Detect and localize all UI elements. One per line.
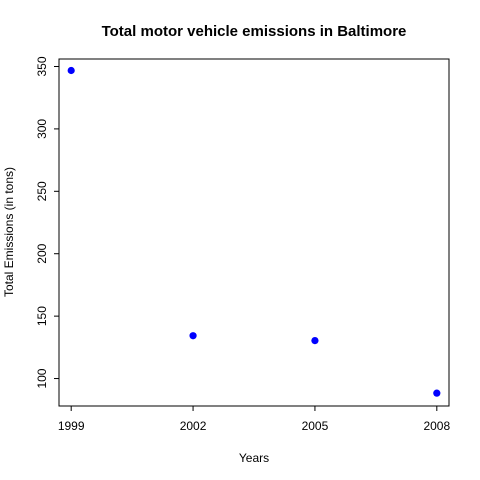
- data-point: [311, 336, 319, 345]
- x-tick-label: 2002: [180, 419, 207, 433]
- plot-frame: [58, 58, 450, 407]
- y-tick-label: 250: [35, 181, 49, 201]
- data-points: [67, 66, 441, 397]
- x-axis-label: Years: [239, 451, 269, 465]
- y-tick-label: 150: [35, 306, 49, 326]
- chart-title: Total motor vehicle emissions in Baltimo…: [102, 23, 407, 40]
- x-tick-label: 2008: [423, 419, 450, 433]
- x-tick-label: 1999: [58, 419, 85, 433]
- data-point: [433, 389, 441, 397]
- data-point: [67, 66, 75, 75]
- y-tick-label: 300: [35, 119, 49, 139]
- x-axis: 1999 2002 2005 2008: [58, 406, 450, 433]
- data-point: [189, 332, 197, 340]
- y-tick-label: 350: [35, 56, 49, 76]
- y-tick-label: 200: [35, 243, 49, 263]
- y-tick-label: 100: [35, 368, 49, 388]
- y-axis: 100 150 200 250 300 350: [35, 56, 59, 389]
- x-tick-label: 2005: [302, 419, 329, 433]
- y-axis-label: Total Emissions (in tons): [2, 167, 16, 297]
